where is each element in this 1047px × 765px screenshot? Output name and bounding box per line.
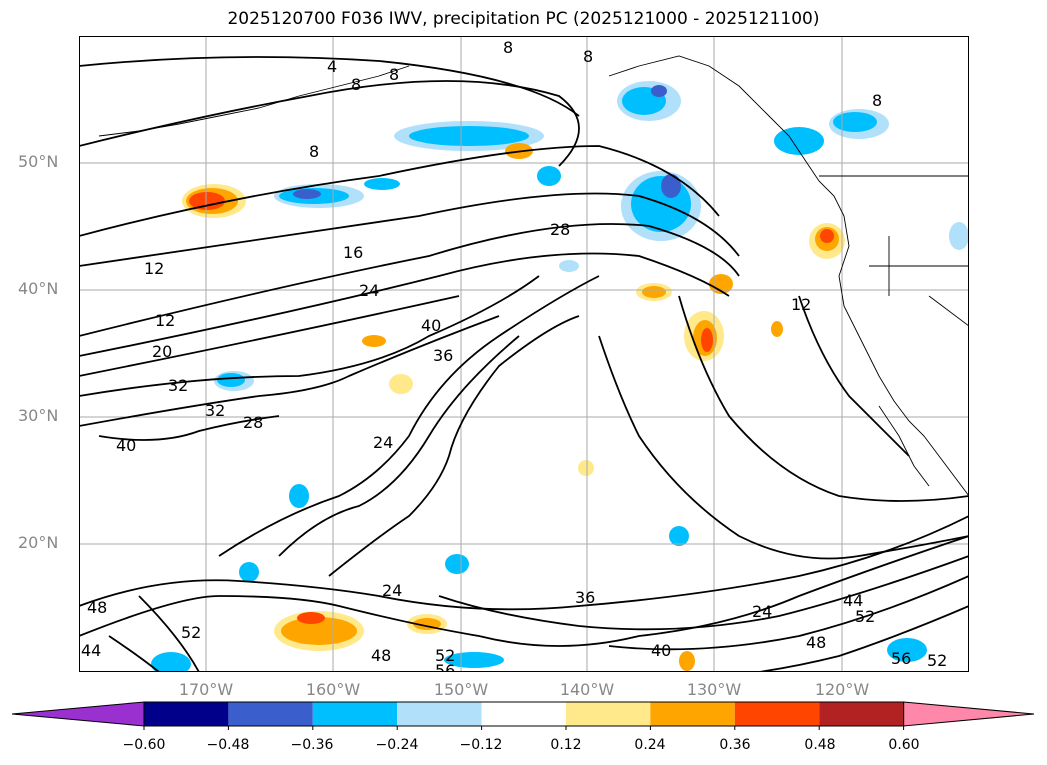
colorbar-segment <box>481 702 566 726</box>
contour-label: 36 <box>575 588 595 607</box>
contour-label: 52 <box>855 607 875 626</box>
lon-label: 170°W <box>178 680 234 699</box>
contour-label: 20 <box>152 342 172 361</box>
contour-label: 12 <box>144 259 164 278</box>
colorbar-tick-label: −0.36 <box>290 737 334 753</box>
lat-label: 40°N <box>18 279 59 298</box>
contour-label: 28 <box>550 220 570 239</box>
colorbar-segment <box>144 702 229 726</box>
colorbar-extend-low <box>11 701 145 727</box>
contour-label: 8 <box>583 47 593 66</box>
contour-label: 32 <box>205 401 225 420</box>
lon-label: 150°W <box>433 680 489 699</box>
contour-label: 12 <box>155 311 175 330</box>
colorbar-tick-label: 0.24 <box>634 737 666 753</box>
contour-label: 48 <box>806 633 826 652</box>
colorbar-tick-marks <box>143 726 905 730</box>
colorbar-segment <box>397 702 482 726</box>
lat-label: 50°N <box>18 152 59 171</box>
colorbar-extend-high <box>903 701 1035 727</box>
colorbar-tick-label: 0.12 <box>550 737 582 753</box>
lon-label: 120°W <box>814 680 870 699</box>
lat-label: 30°N <box>18 406 59 425</box>
plot-title: 2025120700 F036 IWV, precipitation PC (2… <box>227 9 820 29</box>
contour-label: 8 <box>503 38 513 57</box>
colorbar-segments <box>11 701 1035 727</box>
contour-label: 8 <box>351 75 361 94</box>
contour-label: 24 <box>382 581 402 600</box>
contour-label: 40 <box>116 436 136 455</box>
colorbar <box>11 701 1035 730</box>
colorbar-tick-label: 0.48 <box>804 737 836 753</box>
colorbar-segment <box>819 702 904 726</box>
contour-labels: 4 8 8 8 8 8 8 12 12 12 16 20 24 24 24 24… <box>81 38 947 672</box>
contour-label: 16 <box>343 243 363 262</box>
contour-label: 40 <box>421 316 441 335</box>
lon-label: 130°W <box>686 680 742 699</box>
contour-label: 40 <box>651 641 671 660</box>
colorbar-segment <box>734 702 820 726</box>
contour-label: 52 <box>435 646 455 665</box>
contour-label: 24 <box>373 433 393 452</box>
contour-label: 24 <box>752 602 772 621</box>
colorbar-segment <box>312 702 398 726</box>
colorbar-segment <box>566 702 651 726</box>
gridlines <box>79 36 969 672</box>
iwv-contours <box>79 56 969 672</box>
contour-label: 52 <box>927 651 947 670</box>
colorbar-segment <box>228 702 313 726</box>
colorbar-tick-label: 0.60 <box>888 737 920 753</box>
colorbar-tick-label: −0.60 <box>122 737 166 753</box>
contour-label: 48 <box>371 646 391 665</box>
colorbar-frame <box>143 701 905 727</box>
colorbar-segment <box>650 702 735 726</box>
colorbar-tick-label: 0.36 <box>719 737 751 753</box>
contour-label: 56 <box>891 649 911 668</box>
lat-label: 20°N <box>18 533 59 552</box>
contour-label: 48 <box>87 598 107 617</box>
contour-label: 28 <box>243 413 263 432</box>
contour-label: 8 <box>309 142 319 161</box>
contour-label: 4 <box>327 57 337 76</box>
lon-label: 160°W <box>305 680 361 699</box>
contour-label: 44 <box>843 591 863 610</box>
contour-label: 12 <box>791 295 811 314</box>
colorbar-tick-label: −0.12 <box>459 737 503 753</box>
contour-label: 52 <box>181 623 201 642</box>
contour-label: 8 <box>872 91 882 110</box>
colorbar-tick-label: −0.48 <box>206 737 250 753</box>
lon-label: 140°W <box>559 680 615 699</box>
contour-label: 32 <box>168 376 188 395</box>
contour-label: 44 <box>81 641 101 660</box>
contour-label: 24 <box>359 281 379 300</box>
map-panel: 4 8 8 8 8 8 8 12 12 12 16 20 24 24 24 24… <box>79 36 969 672</box>
colorbar-tick-label: −0.24 <box>375 737 419 753</box>
precip-pc-shading <box>151 81 969 672</box>
map-border <box>79 36 969 672</box>
contour-label: 8 <box>389 65 399 84</box>
contour-label: 36 <box>433 346 453 365</box>
contour-label: 56 <box>435 661 455 672</box>
